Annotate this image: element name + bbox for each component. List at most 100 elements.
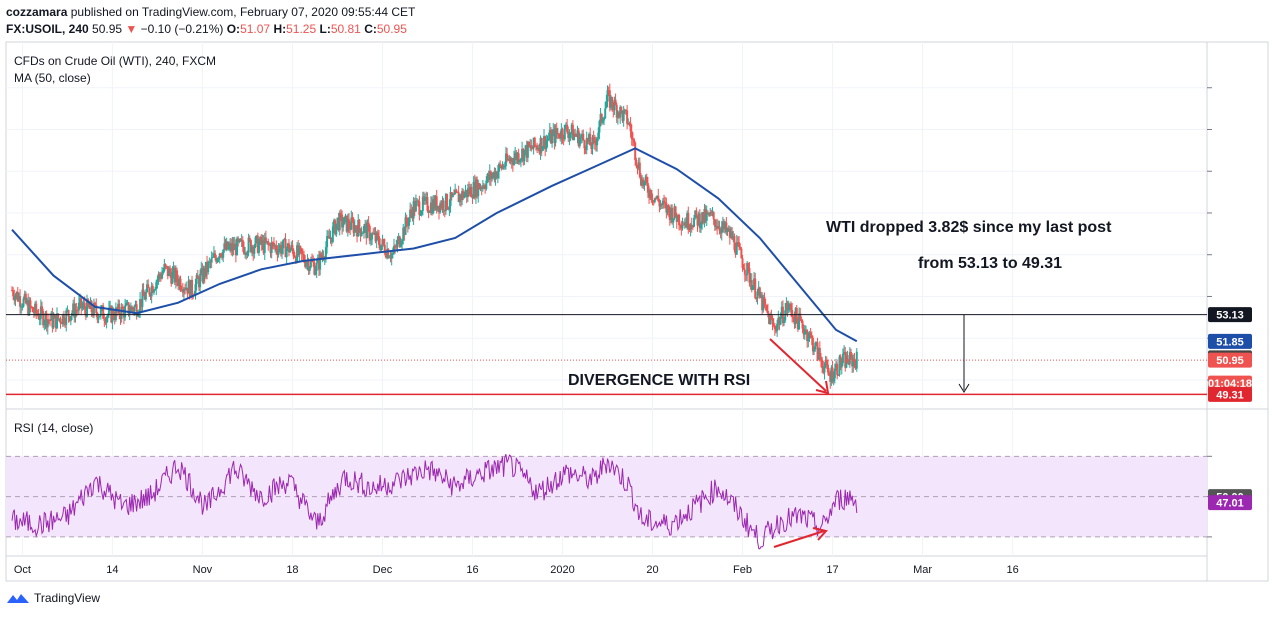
x-ticks: Oct 14 Nov 18 Dec 16 2020 20 Feb 17 Mar 16: [14, 564, 1019, 576]
candle-body: [717, 226, 720, 229]
candle-body: [132, 308, 135, 312]
candle-body: [763, 297, 766, 305]
candle-body: [271, 242, 274, 244]
candle-body: [844, 352, 847, 368]
candle-body: [284, 238, 287, 258]
candle-body: [336, 217, 339, 224]
candle-body: [402, 227, 405, 241]
candle-body: [786, 303, 789, 311]
candle-body: [291, 245, 294, 250]
candle-body: [699, 224, 702, 229]
candle-body: [41, 306, 44, 312]
change-arrow: ▼: [125, 22, 138, 36]
candle-body: [409, 209, 412, 218]
candle-body: [822, 367, 825, 373]
candle-body: [457, 192, 460, 203]
candle-body: [403, 227, 406, 235]
candle-body: [809, 332, 812, 336]
candle-body: [36, 312, 39, 315]
candle-body: [242, 246, 245, 254]
candle-body: [814, 342, 817, 350]
candle-body: [37, 314, 40, 319]
candle-body: [296, 245, 299, 263]
candle-body: [548, 130, 551, 139]
rsi-legend: RSI (14, close): [14, 421, 93, 435]
candle-body: [127, 302, 130, 315]
candle-body: [577, 130, 580, 146]
candle-body: [200, 268, 203, 274]
candle-body: [88, 305, 91, 309]
candle-body: [141, 289, 144, 307]
candle-body: [817, 348, 820, 360]
candle-body: [434, 196, 437, 209]
candle-body: [835, 364, 838, 369]
candle-body: [209, 261, 212, 263]
ma-line: [11, 147, 858, 343]
candle-body: [263, 237, 266, 253]
candle-body: [757, 287, 760, 292]
candle-body: [171, 271, 174, 284]
candle-body: [39, 306, 42, 319]
x-tick-label: Dec: [373, 564, 393, 576]
candle-body: [350, 217, 353, 230]
candle-body: [573, 133, 576, 141]
tradingview-logo[interactable]: TradingView: [6, 591, 100, 605]
candle-body: [90, 301, 93, 313]
candle-body: [578, 138, 581, 146]
candle-body: [339, 213, 342, 215]
candle-body: [477, 183, 480, 197]
candle-body: [675, 216, 678, 222]
candle-body: [169, 268, 172, 274]
candle-body: [267, 241, 270, 245]
candle-body: [589, 134, 592, 146]
candle-body: [49, 320, 52, 322]
candle-body: [598, 120, 601, 133]
candle-body: [769, 315, 772, 325]
candle-body: [628, 123, 631, 125]
candle-body: [166, 266, 169, 277]
candle-body: [224, 243, 227, 250]
candle-body: [489, 171, 492, 179]
candle-body: [832, 378, 835, 382]
candle-body: [317, 257, 320, 270]
candle-body: [286, 243, 289, 249]
x-tick-label: 16: [1006, 564, 1018, 576]
candle-body: [487, 173, 490, 180]
candle-body: [667, 205, 670, 211]
candle-body: [473, 182, 476, 198]
candle-body: [633, 139, 636, 143]
candle-body: [833, 368, 836, 379]
rsi-divergence-arrowhead: [812, 527, 828, 541]
candle-body: [46, 319, 49, 328]
candle-body: [344, 215, 347, 217]
candle-body: [364, 223, 367, 226]
candle-body: [491, 175, 494, 179]
candle-body: [619, 106, 622, 118]
candle-body: [815, 342, 818, 344]
candle-body: [575, 135, 578, 137]
candle-body: [729, 231, 732, 238]
drop-arrowhead: [958, 383, 970, 393]
candle-body: [534, 145, 537, 147]
candle-body: [191, 279, 194, 296]
candle-body: [297, 245, 300, 256]
candle-body: [13, 296, 16, 301]
candle-body: [766, 310, 769, 314]
candle-body: [372, 233, 375, 235]
candle-body: [805, 330, 807, 332]
candle-body: [847, 362, 850, 365]
candle-body: [338, 213, 341, 231]
candle-body: [634, 142, 637, 161]
annotation-drop-line1: WTI dropped 3.82$ since my last post: [826, 219, 1112, 236]
candle-body: [744, 274, 747, 276]
candle-body: [546, 139, 549, 141]
candle-body: [551, 133, 554, 144]
candle-body: [167, 268, 170, 277]
candle-body: [226, 241, 229, 250]
candle-body: [807, 338, 810, 342]
publish-text: published on TradingView.com, February 0…: [70, 5, 416, 19]
candle-body: [428, 212, 431, 214]
candle-body: [304, 261, 307, 267]
candle-body: [201, 268, 204, 282]
candle-body: [665, 202, 668, 213]
